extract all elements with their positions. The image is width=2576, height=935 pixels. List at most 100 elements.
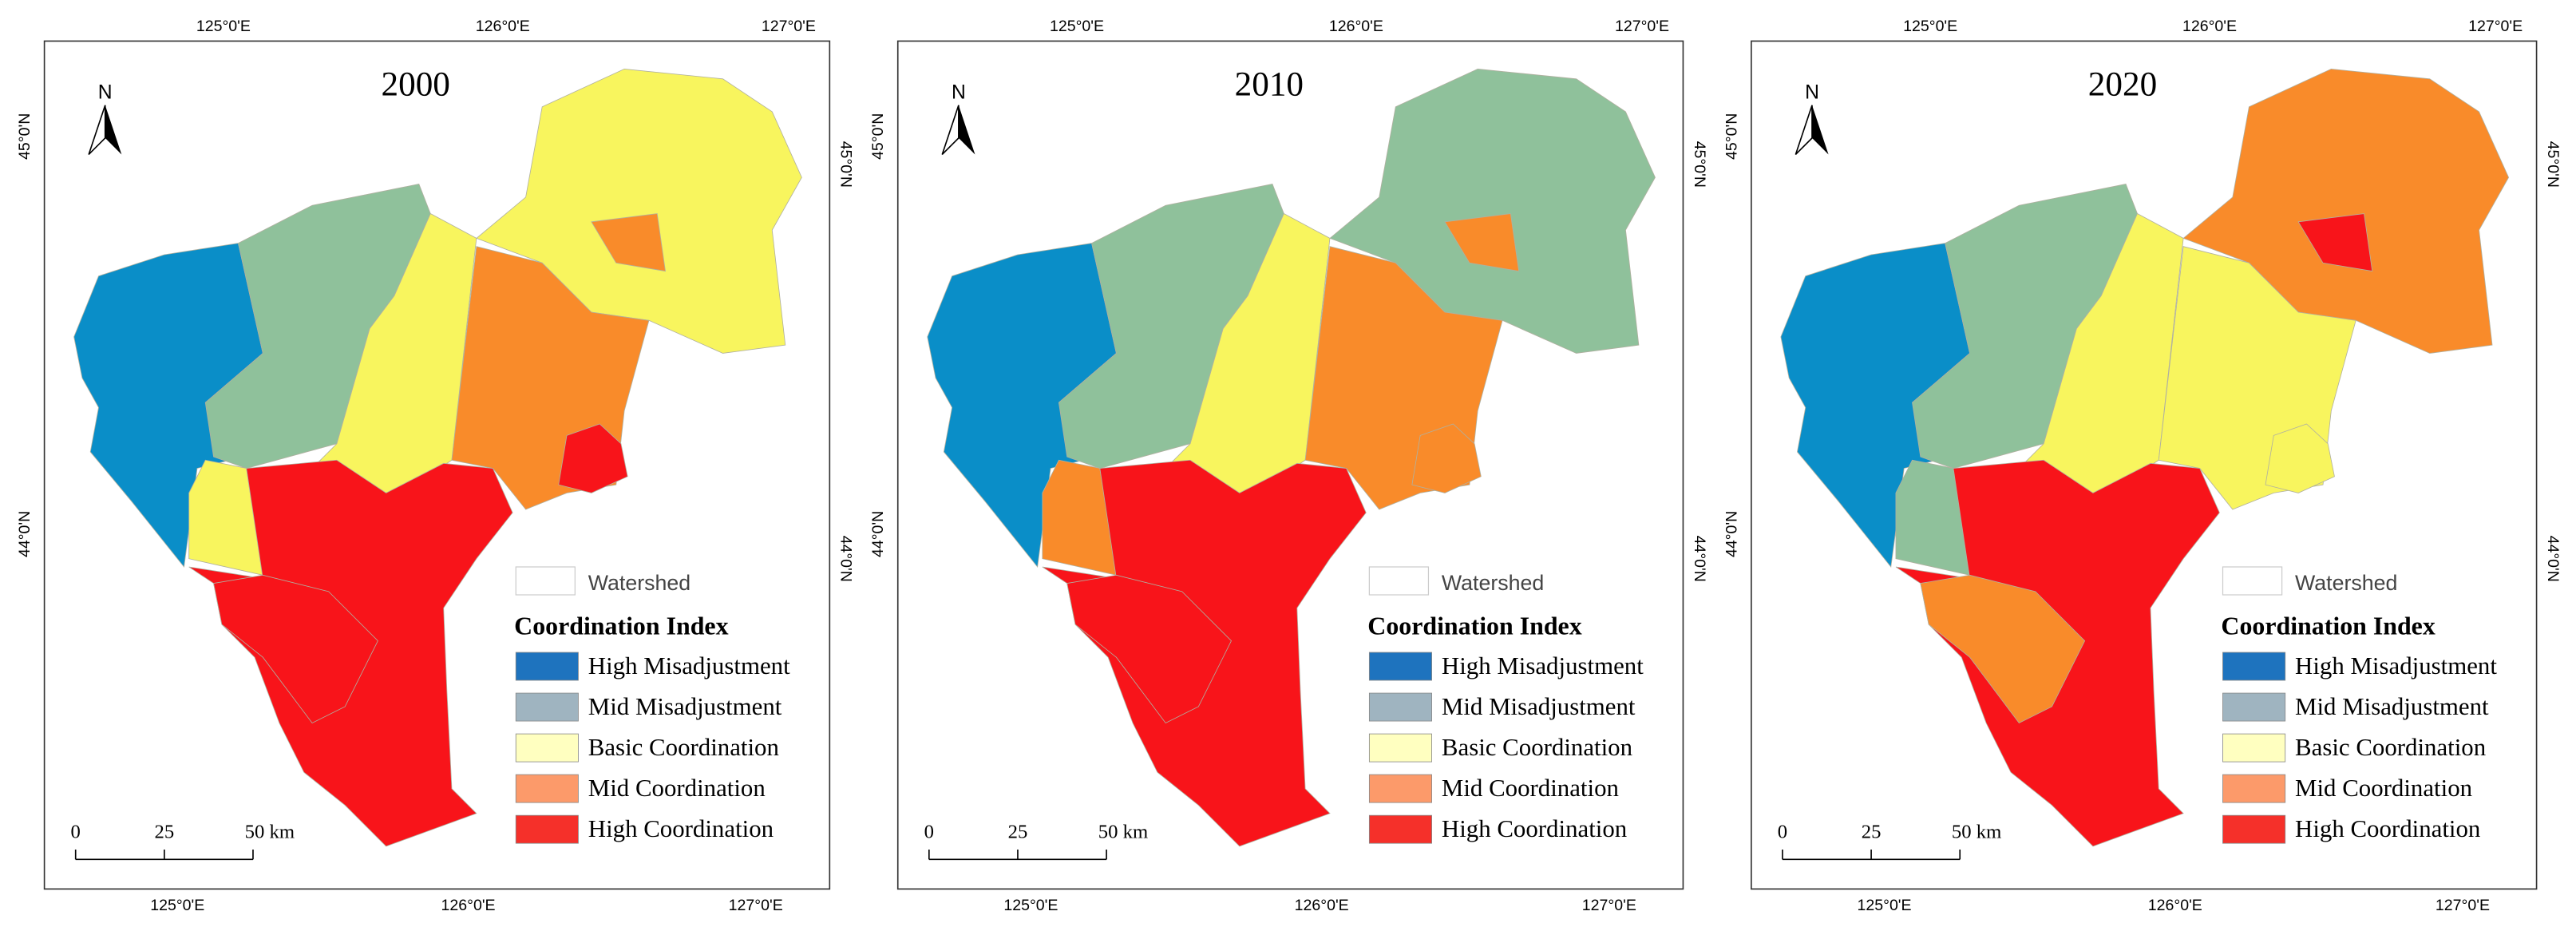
longitude-label: 126°0'E bbox=[441, 897, 496, 914]
legend-title: Coordination Index bbox=[2221, 612, 2435, 640]
map-region bbox=[188, 459, 263, 576]
latitude-label: 45°0'N bbox=[1723, 113, 1740, 160]
latitude-label: 45°0'N bbox=[16, 113, 34, 160]
map-region bbox=[2297, 213, 2373, 272]
panel-title: 2000 bbox=[382, 65, 450, 103]
legend-title: Coordination Index bbox=[514, 612, 728, 640]
longitude-label: 125°0'E bbox=[150, 897, 204, 914]
latitude-label: 44°0'N bbox=[16, 511, 34, 557]
legend-swatch bbox=[515, 814, 579, 844]
map-region bbox=[927, 243, 1117, 569]
map-frame bbox=[1751, 40, 2538, 890]
north-arrow bbox=[88, 105, 106, 156]
longitude-label: 126°0'E bbox=[2148, 897, 2202, 914]
map-region bbox=[2265, 423, 2335, 493]
legend-swatch bbox=[515, 733, 579, 763]
legend-swatch bbox=[1368, 566, 1430, 596]
legend-label: Mid Coordination bbox=[588, 775, 766, 802]
legend-swatch bbox=[2222, 692, 2286, 722]
longitude-label: 125°0'E bbox=[1050, 18, 1104, 35]
scale-label: 50 km bbox=[1098, 822, 1148, 843]
north-arrow bbox=[941, 105, 960, 156]
north-label: N bbox=[98, 81, 113, 103]
north-arrow bbox=[1812, 105, 1829, 155]
legend-label: Watershed bbox=[1442, 571, 1544, 595]
legend-swatch bbox=[2222, 814, 2286, 844]
panel-title: 2020 bbox=[2088, 65, 2157, 103]
legend-swatch bbox=[2222, 566, 2283, 596]
legend-label: Watershed bbox=[2295, 571, 2397, 595]
longitude-label: 125°0'E bbox=[196, 18, 251, 35]
legend-label: High Misadjustment bbox=[2295, 652, 2497, 679]
legend-label: Mid Coordination bbox=[2295, 775, 2472, 802]
legend-swatch bbox=[515, 566, 576, 596]
scale-label: 0 bbox=[1778, 822, 1787, 843]
legend-swatch bbox=[2222, 652, 2286, 681]
scale-label: 25 bbox=[1862, 822, 1882, 843]
north-arrow bbox=[105, 105, 122, 155]
map-panel: 2000 N 0 25 50 km Watershed Coordination Index… bbox=[16, 18, 855, 914]
map-region bbox=[1780, 243, 1971, 569]
longitude-label: 125°0'E bbox=[1903, 18, 1957, 35]
legend-label: Mid Coordination bbox=[1442, 775, 1619, 802]
legend-swatch bbox=[515, 774, 579, 803]
latitude-label: 44°0'N bbox=[837, 536, 855, 582]
longitude-label: 127°0'E bbox=[762, 18, 816, 35]
longitude-label: 125°0'E bbox=[1858, 897, 1912, 914]
map-frame bbox=[896, 40, 1684, 890]
scale-label: 50 km bbox=[1952, 822, 2001, 843]
latitude-label: 44°0'N bbox=[1691, 536, 1708, 582]
longitude-label: 127°0'E bbox=[1615, 18, 1669, 35]
legend-label: High Coordination bbox=[1442, 815, 1627, 842]
longitude-label: 127°0'E bbox=[729, 897, 783, 914]
legend-label: High Misadjustment bbox=[1442, 652, 1644, 679]
north-label: N bbox=[1805, 81, 1819, 103]
legend-label: Mid Misadjustment bbox=[1442, 693, 1636, 720]
north-label: N bbox=[952, 81, 966, 103]
map-region bbox=[213, 574, 378, 724]
longitude-label: 126°0'E bbox=[476, 18, 530, 35]
legend-label: Mid Misadjustment bbox=[588, 693, 782, 720]
legend-swatch bbox=[515, 692, 579, 722]
scale-label: 0 bbox=[924, 822, 934, 843]
latitude-label: 45°0'N bbox=[837, 141, 855, 188]
north-arrow bbox=[958, 105, 975, 155]
longitude-label: 127°0'E bbox=[2468, 18, 2523, 35]
legend-swatch bbox=[1368, 692, 1432, 722]
scale-label: 0 bbox=[71, 822, 81, 843]
map-region bbox=[558, 423, 628, 493]
scale-label: 25 bbox=[1008, 822, 1028, 843]
map-region bbox=[1920, 574, 2086, 724]
legend-label: Basic Coordination bbox=[1442, 734, 1632, 761]
map-region bbox=[73, 243, 263, 569]
legend-swatch bbox=[2222, 774, 2286, 803]
legend-label: High Coordination bbox=[2295, 815, 2480, 842]
legend-label: High Coordination bbox=[588, 815, 774, 842]
scale-label: 25 bbox=[154, 822, 174, 843]
longitude-label: 126°0'E bbox=[1329, 18, 1383, 35]
legend-label: Basic Coordination bbox=[588, 734, 779, 761]
legend-swatch bbox=[1368, 774, 1432, 803]
legend-swatch bbox=[2222, 733, 2286, 763]
latitude-label: 44°0'N bbox=[2544, 536, 2562, 582]
panel-title: 2010 bbox=[1235, 65, 1304, 103]
north-arrow bbox=[1794, 105, 1813, 156]
legend-title: Coordination Index bbox=[1367, 612, 1581, 640]
longitude-label: 125°0'E bbox=[1003, 897, 1058, 914]
legend-label: Mid Misadjustment bbox=[2295, 693, 2489, 720]
map-region bbox=[1042, 459, 1117, 576]
legend-swatch bbox=[1368, 733, 1432, 763]
map-region bbox=[1895, 459, 1971, 576]
longitude-label: 126°0'E bbox=[2182, 18, 2237, 35]
map-frame bbox=[43, 40, 831, 890]
legend-swatch bbox=[1368, 652, 1432, 681]
latitude-label: 45°0'N bbox=[869, 113, 887, 160]
latitude-label: 44°0'N bbox=[1723, 511, 1740, 557]
legend-label: Basic Coordination bbox=[2295, 734, 2486, 761]
latitude-label: 45°0'N bbox=[2544, 141, 2562, 188]
legend-label: Watershed bbox=[588, 571, 690, 595]
longitude-label: 127°0'E bbox=[1582, 897, 1636, 914]
map-region bbox=[1411, 423, 1482, 493]
